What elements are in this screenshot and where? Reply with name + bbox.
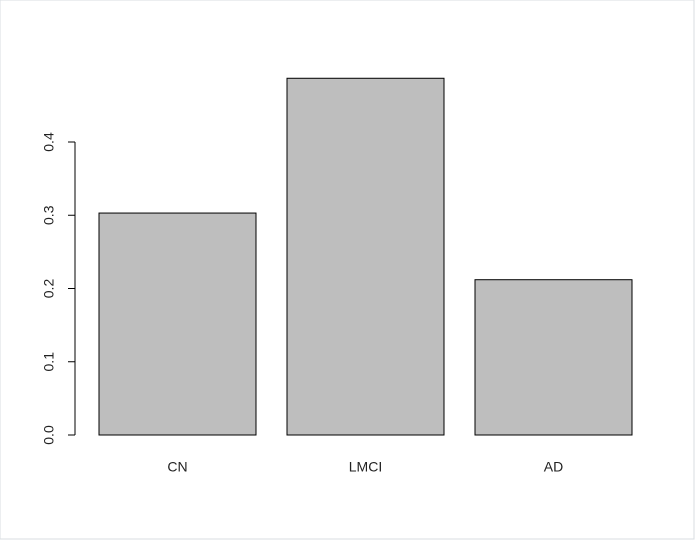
y-tick-label: 0.3 [41, 205, 57, 225]
bar [98, 212, 257, 436]
y-tick-label: 0.1 [41, 352, 57, 372]
x-tick-label: AD [544, 459, 563, 475]
bar [474, 279, 633, 436]
y-tick-label: 0.0 [41, 425, 57, 445]
x-tick-label: CN [167, 459, 187, 475]
bar [286, 77, 445, 436]
y-tick-label: 0.2 [41, 279, 57, 299]
x-tick-label: LMCI [349, 459, 382, 475]
y-tick-label: 0.4 [41, 132, 57, 152]
